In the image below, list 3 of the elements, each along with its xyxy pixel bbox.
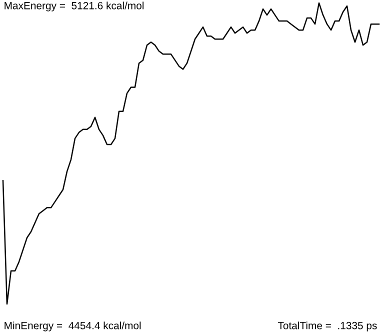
text: TotalTime = .1335 ps <box>278 322 377 332</box>
annotation: MaxEnergy = 5121.6 kcal/mol <box>4 2 144 12</box>
text: MinEnergy = 4454.4 kcal/mol <box>4 322 141 332</box>
